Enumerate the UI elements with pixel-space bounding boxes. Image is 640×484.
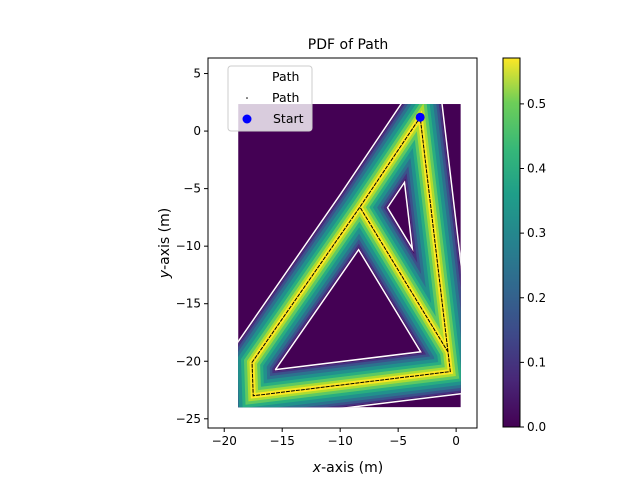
y-tick-label: 5 (193, 67, 201, 81)
colorbar-tick-label: 0.5 (527, 97, 546, 111)
x-tick-label: −20 (212, 434, 237, 448)
legend-marker-start (242, 114, 252, 124)
pdf-heatmap (238, 104, 461, 408)
legend-marker-path-dot (246, 97, 248, 99)
x-tick-label: −5 (389, 434, 407, 448)
colorbar-tick-label: 0.2 (527, 291, 546, 305)
y-tick-label: −20 (176, 354, 201, 368)
y-axis-label: y-axis (m) (157, 208, 173, 279)
colorbar-tick-label: 0.4 (527, 162, 546, 176)
x-axis-label: x-axis (m) (312, 460, 383, 476)
x-tick-label: −15 (270, 434, 295, 448)
legend-label-path-contour: Path (272, 69, 299, 84)
legend-label-path: Path (272, 90, 299, 105)
colorbar: 0.0 0.1 0.2 0.3 0.4 0.5 (502, 57, 546, 434)
legend-label-start: Start (273, 111, 304, 126)
y-tick-label: −15 (176, 297, 201, 311)
colorbar-gradient (502, 57, 521, 428)
y-tick-label: −10 (176, 239, 201, 253)
chart-title: PDF of Path (308, 37, 388, 53)
axes-frame (207, 57, 478, 429)
x-tick-label: −10 (328, 434, 353, 448)
y-tick-label: 0 (193, 124, 201, 138)
path-line (251, 115, 451, 397)
axes: −20 −15 −10 −5 0 5 0 −5 −10 −15 −20 −25 (176, 57, 478, 448)
plot-area (238, 104, 461, 408)
colorbar-tick-label: 0.3 (527, 226, 546, 240)
legend: Path Path Start (227, 65, 313, 132)
start-marker (415, 112, 425, 122)
colorbar-tick-label: 0.0 (527, 420, 546, 434)
colorbar-tick-label: 0.1 (527, 355, 546, 369)
y-tick-label: −25 (176, 412, 201, 426)
x-tick-label: 0 (452, 434, 460, 448)
y-tick-label: −5 (183, 182, 201, 196)
